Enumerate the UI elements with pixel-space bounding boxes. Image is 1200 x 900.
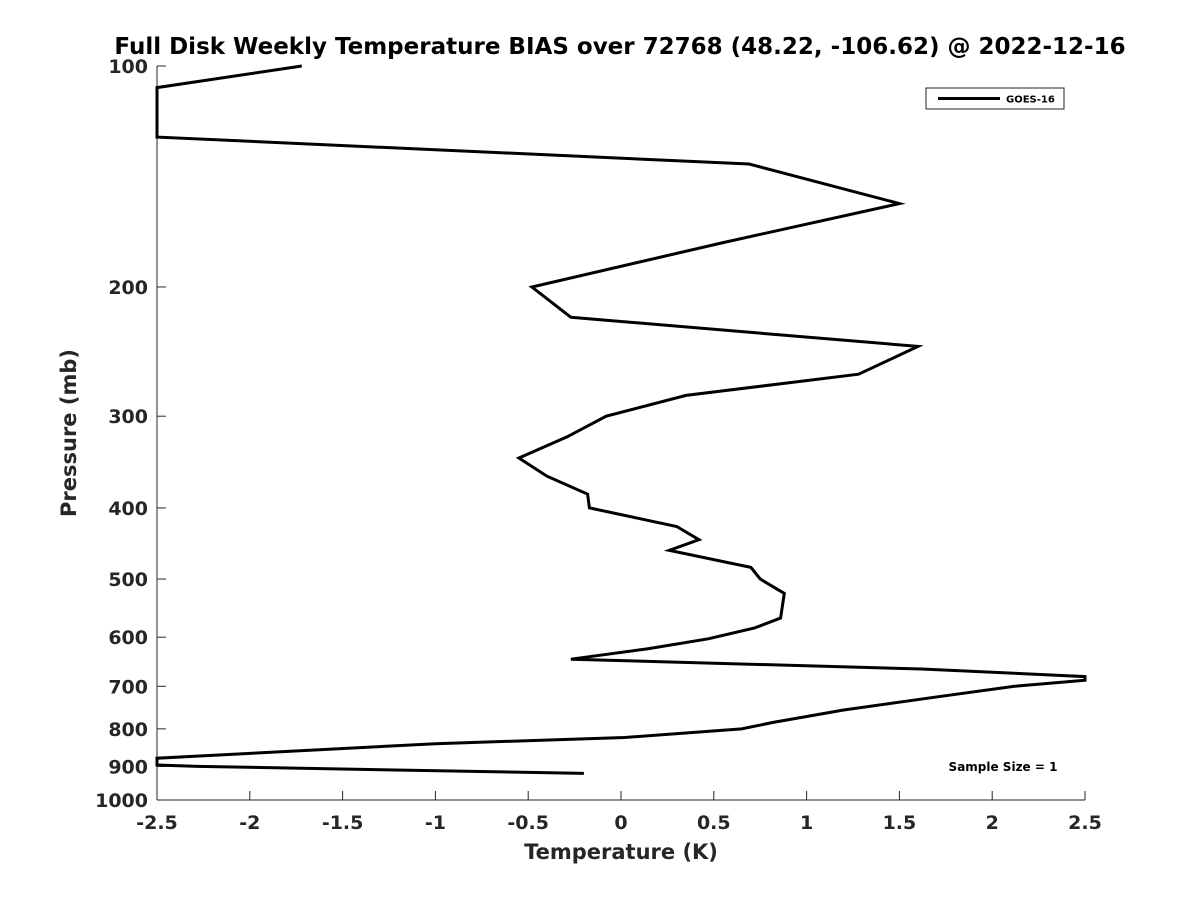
- y-tick-label: 500: [108, 569, 148, 591]
- y-tick-label: 200: [108, 277, 148, 299]
- legend: GOES-16: [925, 87, 1065, 110]
- plot-area: [155, 64, 1087, 775]
- y-tick-label: 400: [108, 498, 148, 520]
- y-axis-label: Pressure (mb): [57, 349, 81, 517]
- x-tick-label: 0: [614, 812, 627, 834]
- sample-size-annotation: Sample Size = 1: [949, 760, 1058, 774]
- x-tick-label: -1.5: [322, 812, 364, 834]
- chart-title: Full Disk Weekly Temperature BIAS over 7…: [114, 34, 1125, 60]
- x-tick-label: 2.5: [1068, 812, 1102, 834]
- x-tick-label: -2.5: [136, 812, 178, 834]
- x-axis-label: Temperature (K): [524, 840, 718, 864]
- x-tick-label: -2: [239, 812, 260, 834]
- y-tick-label: 700: [108, 676, 148, 698]
- axes: -2.5 -2 -1.5 -1 -0.5 0 0.5 1 1.5 2 2.5 100 200 300 400…: [95, 56, 1102, 834]
- y-tick-label: 1000: [95, 790, 148, 812]
- y-tick-label: 100: [108, 56, 148, 78]
- x-tick-label: -1: [425, 812, 446, 834]
- y-tick-label: 600: [108, 627, 148, 649]
- series-line-goes-16: [155, 64, 1087, 775]
- y-tick-label: 800: [108, 719, 148, 741]
- legend-label: GOES-16: [1006, 95, 1055, 106]
- x-tick-label: 1: [800, 812, 813, 834]
- y-tick-label: 300: [108, 406, 148, 428]
- x-tick-label: 1.5: [883, 812, 917, 834]
- x-tick-label: 2: [986, 812, 999, 834]
- x-tick-label: -0.5: [507, 812, 549, 834]
- x-tick-label: 0.5: [697, 812, 731, 834]
- y-tick-label: 900: [108, 756, 148, 778]
